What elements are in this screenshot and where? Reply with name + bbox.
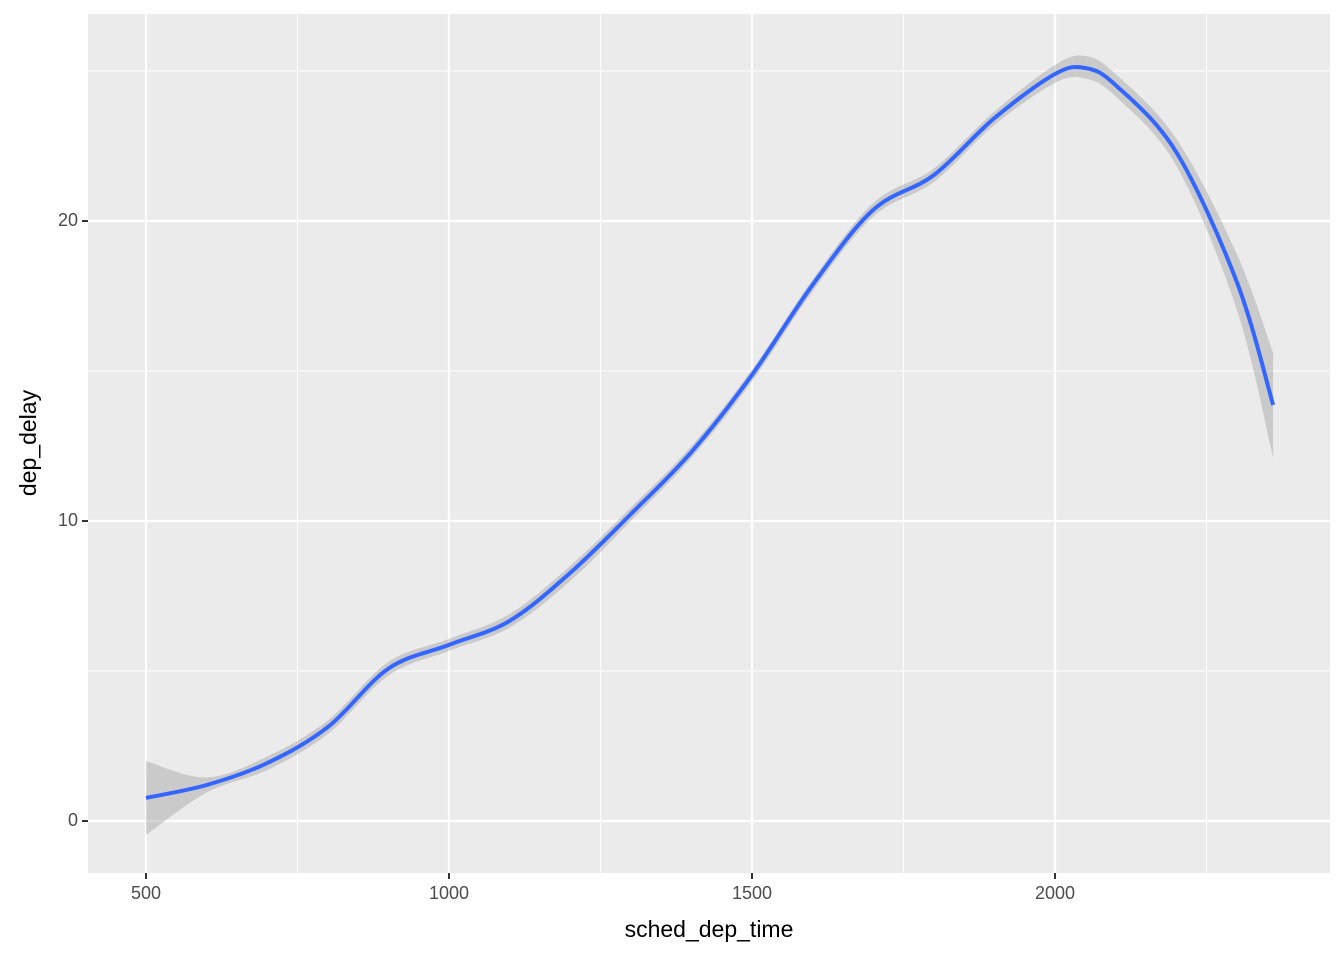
panel <box>88 14 1330 873</box>
x-tick-label: 2000 <box>1035 883 1075 903</box>
smooth-line <box>145 64 1276 800</box>
x-tick-label: 1500 <box>732 883 772 903</box>
confidence-band <box>145 55 1274 836</box>
y-tick-label: 0 <box>68 810 78 830</box>
y-axis-title: dep_delay <box>15 389 41 496</box>
x-tick-label: 1000 <box>429 883 469 903</box>
x-axis-title: sched_dep_time <box>625 916 794 942</box>
x-tick-label: 500 <box>131 883 161 903</box>
y-tick-label: 20 <box>58 210 78 230</box>
y-tick-label: 10 <box>58 510 78 530</box>
